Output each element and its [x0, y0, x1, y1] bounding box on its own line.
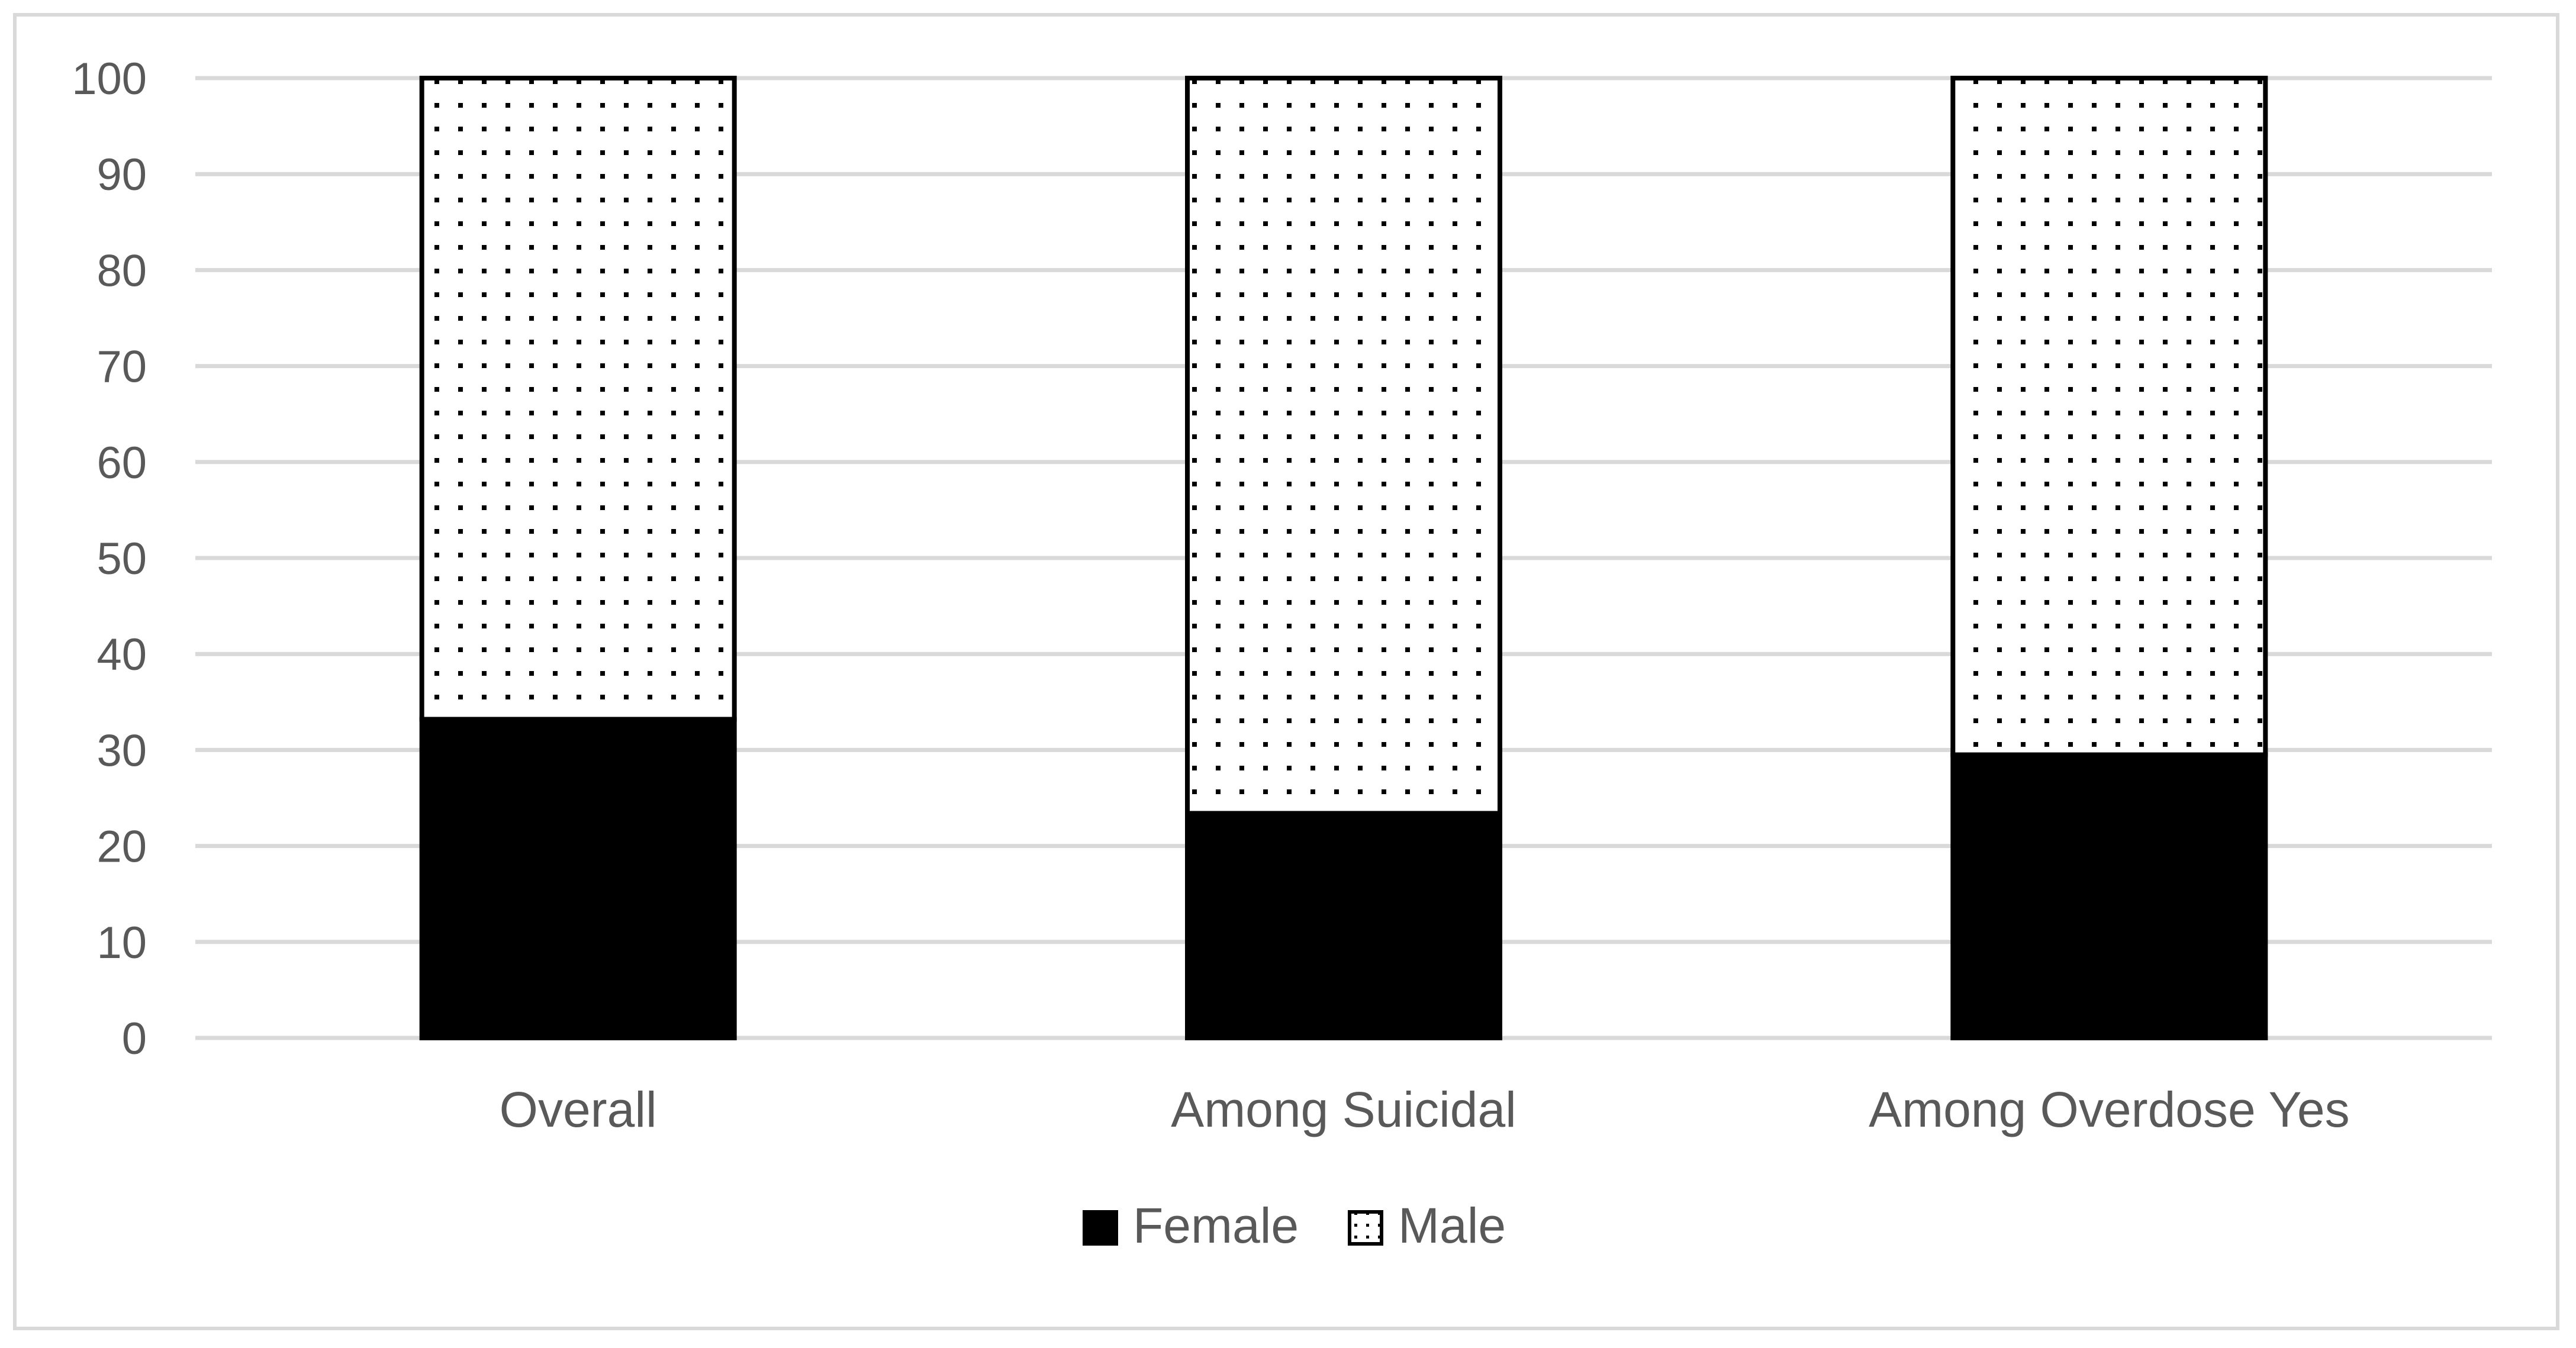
bar-male-2: [1950, 76, 2268, 757]
y-tick-label: 70: [96, 342, 147, 392]
bar-female-2: [1950, 752, 2268, 1040]
x-category-label: Among Overdose Yes: [1869, 1082, 2350, 1137]
y-tick-label: 50: [96, 534, 147, 584]
bar-female-0: [419, 717, 737, 1040]
x-axis: Overall Among Suicidal Among Overdose Yes: [500, 1082, 2350, 1137]
y-tick-label: 30: [96, 725, 147, 776]
bars: [419, 76, 2268, 1041]
legend-swatch-female: [1083, 1210, 1118, 1246]
y-tick-label: 20: [96, 822, 147, 872]
bar-male-0: [419, 76, 737, 722]
y-tick-label: 40: [96, 630, 147, 680]
y-axis: 0 10 20 30 40 50 60 70 80 90 100: [72, 54, 147, 1064]
x-category-label: Overall: [500, 1082, 657, 1137]
y-tick-label: 90: [96, 150, 147, 200]
legend-swatch-male: [1348, 1210, 1383, 1246]
bar-male-1: [1185, 76, 1502, 816]
legend: Female Male: [1083, 1198, 1506, 1253]
y-tick-label: 80: [96, 246, 147, 296]
x-category-label: Among Suicidal: [1171, 1082, 1516, 1137]
y-tick-label: 0: [122, 1014, 147, 1064]
y-tick-label: 100: [72, 54, 147, 104]
bar-female-1: [1185, 811, 1502, 1041]
y-tick-label: 10: [96, 918, 147, 968]
y-tick-label: 60: [96, 438, 147, 488]
legend-label-female: Female: [1133, 1198, 1299, 1253]
legend-label-male: Male: [1398, 1198, 1506, 1253]
